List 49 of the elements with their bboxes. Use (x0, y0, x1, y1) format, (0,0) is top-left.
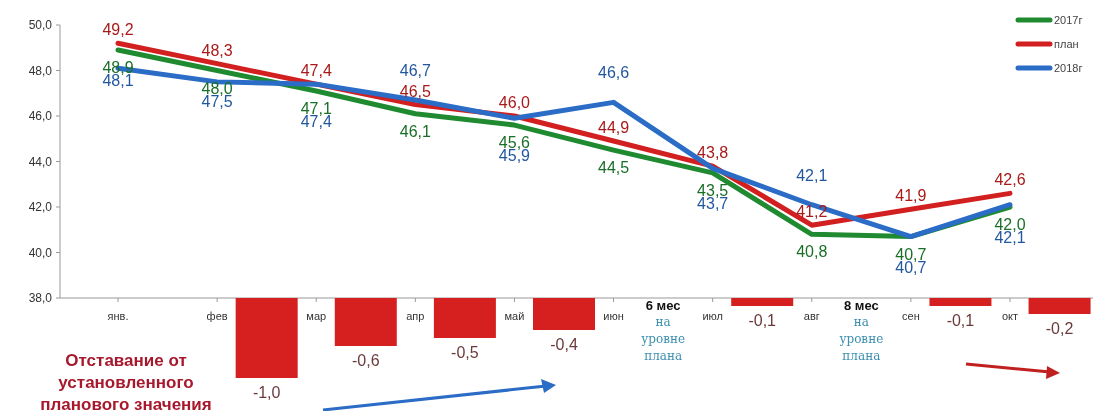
x-tick-label: мар (306, 310, 327, 322)
data-label: 44,9 (597, 119, 630, 137)
y-tick-label: 40,0 (28, 245, 53, 260)
x-tick-label: июл (702, 310, 723, 322)
data-label: 42,0 (994, 216, 1026, 233)
y-tick-label: 48,0 (28, 63, 53, 78)
data-label: 46,5 (399, 82, 432, 100)
x-tick-label: май (504, 310, 525, 322)
data-label: -0,1 (946, 312, 975, 329)
y-tick-label: 38,0 (28, 291, 53, 305)
data-label: -0,4 (550, 336, 578, 353)
annotation: на уровне плана (641, 315, 686, 363)
data-label: 46,6 (597, 64, 630, 82)
y-tick-label: 42,0 (28, 200, 53, 214)
x-tick-label: окт (1001, 310, 1019, 322)
data-label: 46,7 (399, 62, 432, 80)
data-label: -0,2 (1045, 320, 1074, 337)
data-label: -0,1 (748, 312, 777, 329)
data-label: 46,1 (399, 122, 432, 140)
legend-label: план (1054, 38, 1079, 50)
y-tick-label: 44,0 (28, 154, 53, 169)
data-label: 46,0 (498, 94, 531, 111)
annotation: на уровне плана (839, 315, 884, 363)
data-label: 49,2 (102, 21, 134, 39)
data-label: -0,6 (351, 352, 380, 369)
x-tick-label: авг (803, 310, 820, 322)
annotation: 6 мес (645, 298, 681, 313)
data-label: 41,9 (895, 187, 927, 205)
x-tick-label: апр (406, 310, 425, 322)
annotation: 8 мес (843, 298, 879, 313)
legend-label: 2018г (1054, 62, 1083, 74)
x-tick-label: фев (206, 310, 228, 322)
y-tick-label: 46,0 (28, 109, 53, 123)
y-tick-label: 50,0 (28, 18, 53, 32)
data-label: 47,4 (300, 62, 332, 80)
data-label: 44,5 (597, 159, 630, 177)
data-label: -1,0 (252, 384, 281, 401)
data-label: 40,8 (796, 243, 828, 261)
x-tick-label: янв. (107, 310, 129, 322)
data-label: 42,1 (796, 166, 828, 184)
x-tick-label: июн (603, 310, 624, 322)
data-label: 48,3 (201, 41, 233, 59)
data-label: -0,5 (451, 344, 479, 361)
annotation: Отставание от установленного планового значения (40, 351, 212, 411)
legend-label: 2017г (1054, 14, 1083, 26)
data-label: 43,8 (697, 144, 729, 162)
x-tick-label: сен (902, 310, 920, 322)
data-label: 42,6 (994, 171, 1026, 189)
data-label: 41,2 (796, 203, 828, 221)
